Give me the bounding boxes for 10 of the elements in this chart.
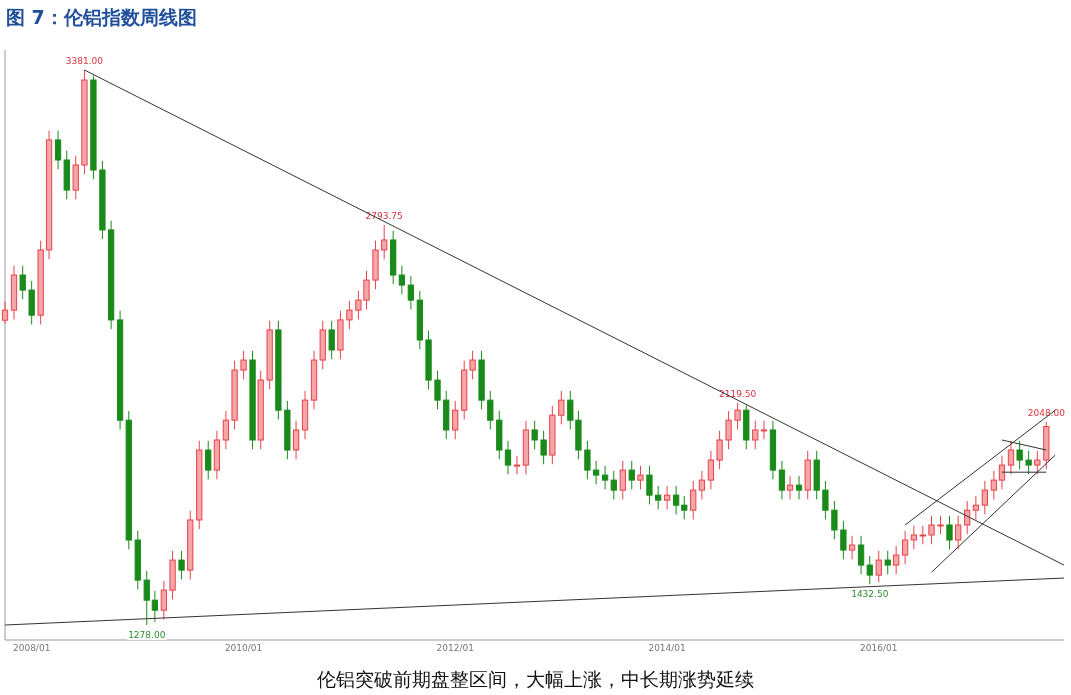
x-tick-label: 2008/01 <box>12 643 51 653</box>
x-tick-label: 2016/01 <box>860 643 898 653</box>
x-tick-label: 2010/01 <box>224 643 263 653</box>
annotation: 3381.00 <box>65 56 104 66</box>
annotation: 1432.50 <box>851 589 889 600</box>
annotation: 1278.00 <box>128 630 166 640</box>
x-tick-label: 2012/01 <box>436 643 474 653</box>
x-tick-label: 2014/01 <box>648 643 686 653</box>
title: 图 7：伦铝指数周线图 <box>6 6 197 28</box>
text: 伦铝突破前期盘整区间，大幅上涨，中长期涨势延续 <box>317 668 754 690</box>
